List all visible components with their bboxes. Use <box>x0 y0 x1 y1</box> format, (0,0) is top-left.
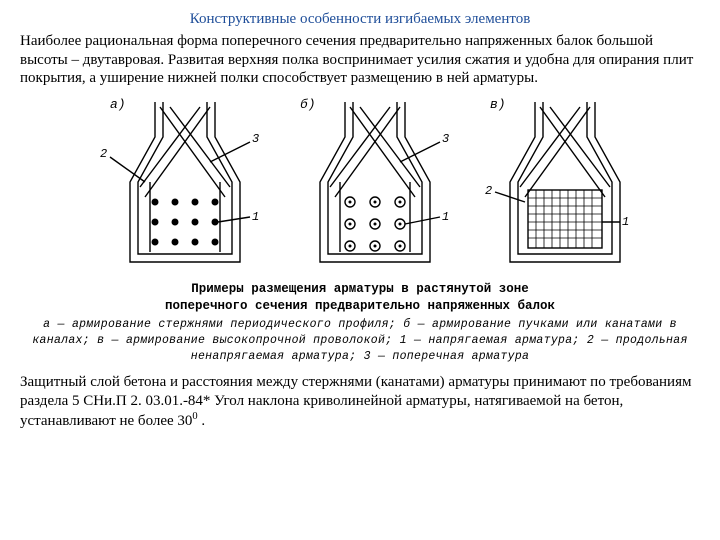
intro-paragraph: Наиболее рациональная форма поперечного … <box>20 32 700 88</box>
figure-legend: а — армирование стержнями периодического… <box>20 317 700 365</box>
figure: а) б) в) 2 3 1 <box>20 94 700 275</box>
body-paragraph-2: Защитный слой бетона и расстояния между … <box>20 373 700 431</box>
diagram-svg: а) б) в) 2 3 1 <box>80 94 640 269</box>
svg-text:2: 2 <box>485 184 492 198</box>
svg-text:2: 2 <box>100 147 107 161</box>
page-title: Конструктивные особенности изгибаемых эл… <box>20 10 700 29</box>
panel-label-v: в) <box>490 97 506 112</box>
caption-line-2: поперечного сечения предварительно напря… <box>165 299 555 313</box>
svg-text:1: 1 <box>622 215 629 229</box>
figure-caption: Примеры размещения арматуры в растянутой… <box>20 281 700 315</box>
svg-text:1: 1 <box>252 210 259 224</box>
svg-text:3: 3 <box>442 132 449 146</box>
caption-line-1: Примеры размещения арматуры в растянутой… <box>191 282 529 296</box>
svg-text:3: 3 <box>252 132 259 146</box>
svg-text:1: 1 <box>442 210 449 224</box>
rebar-a <box>152 199 219 246</box>
wire-block <box>528 190 602 248</box>
panel-label-b: б) <box>300 97 316 112</box>
panel-label-a: а) <box>110 97 126 112</box>
rebar-b <box>345 197 405 251</box>
